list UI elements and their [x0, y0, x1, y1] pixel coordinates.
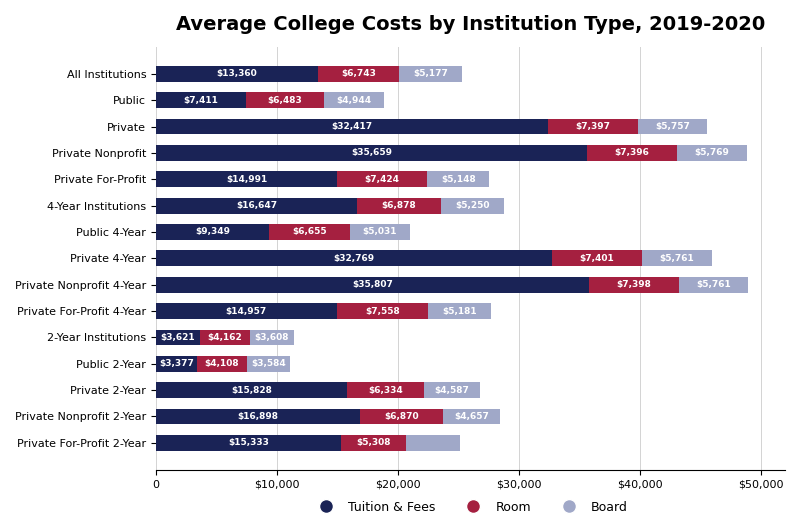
- Text: $5,181: $5,181: [442, 306, 477, 315]
- Text: $7,397: $7,397: [575, 122, 610, 131]
- Text: $13,360: $13,360: [217, 69, 257, 78]
- Text: $32,417: $32,417: [331, 122, 373, 131]
- Text: $5,761: $5,761: [659, 254, 694, 263]
- Bar: [677, 145, 746, 161]
- Bar: [443, 409, 500, 425]
- Bar: [156, 92, 246, 108]
- Text: $7,401: $7,401: [580, 254, 614, 263]
- Text: $7,424: $7,424: [365, 174, 400, 184]
- Text: $15,333: $15,333: [228, 438, 269, 447]
- Text: $3,377: $3,377: [159, 359, 194, 368]
- Bar: [156, 171, 338, 187]
- Text: $6,870: $6,870: [385, 412, 419, 421]
- Text: $5,250: $5,250: [455, 201, 490, 210]
- Bar: [246, 92, 324, 108]
- Text: $6,483: $6,483: [267, 96, 302, 105]
- Bar: [342, 435, 406, 451]
- Bar: [156, 198, 358, 213]
- Bar: [338, 171, 427, 187]
- Text: $4,657: $4,657: [454, 412, 489, 421]
- Bar: [197, 356, 246, 372]
- Text: $5,177: $5,177: [413, 69, 448, 78]
- Bar: [200, 329, 250, 345]
- Bar: [156, 145, 587, 161]
- Text: $5,031: $5,031: [362, 228, 398, 236]
- Bar: [250, 329, 294, 345]
- Text: $7,396: $7,396: [614, 148, 650, 157]
- Bar: [156, 329, 200, 345]
- Text: $4,587: $4,587: [434, 386, 470, 395]
- Bar: [406, 435, 460, 451]
- Bar: [347, 382, 424, 398]
- Text: $14,991: $14,991: [226, 174, 267, 184]
- Text: $3,621: $3,621: [161, 333, 195, 342]
- Text: $4,108: $4,108: [204, 359, 239, 368]
- Text: $3,608: $3,608: [254, 333, 289, 342]
- Text: $15,828: $15,828: [231, 386, 272, 395]
- Bar: [552, 251, 642, 266]
- Bar: [358, 198, 441, 213]
- Text: $7,398: $7,398: [617, 280, 651, 289]
- Bar: [424, 382, 479, 398]
- Text: $5,148: $5,148: [441, 174, 476, 184]
- Bar: [587, 145, 677, 161]
- Bar: [324, 92, 384, 108]
- Bar: [678, 277, 748, 293]
- Text: $35,659: $35,659: [351, 148, 392, 157]
- Text: $6,743: $6,743: [341, 69, 376, 78]
- Text: $32,769: $32,769: [334, 254, 374, 263]
- Bar: [441, 198, 504, 213]
- Bar: [156, 409, 360, 425]
- Bar: [156, 119, 548, 135]
- Legend: Tuition & Fees, Room, Board: Tuition & Fees, Room, Board: [308, 496, 633, 519]
- Bar: [156, 277, 589, 293]
- Text: $6,878: $6,878: [382, 201, 416, 210]
- Bar: [428, 303, 491, 319]
- Text: $4,162: $4,162: [207, 333, 242, 342]
- Bar: [638, 119, 707, 135]
- Bar: [642, 251, 711, 266]
- Bar: [399, 66, 462, 82]
- Bar: [337, 303, 428, 319]
- Bar: [589, 277, 678, 293]
- Text: $5,308: $5,308: [356, 438, 391, 447]
- Text: $5,761: $5,761: [696, 280, 731, 289]
- Text: $6,655: $6,655: [292, 228, 326, 236]
- Bar: [246, 356, 290, 372]
- Bar: [156, 356, 197, 372]
- Text: $16,898: $16,898: [238, 412, 278, 421]
- Bar: [156, 224, 269, 240]
- Text: $9,349: $9,349: [195, 228, 230, 236]
- Bar: [156, 251, 552, 266]
- Bar: [156, 303, 337, 319]
- Bar: [156, 435, 342, 451]
- Text: $14,957: $14,957: [226, 306, 267, 315]
- Text: $4,944: $4,944: [336, 96, 371, 105]
- Text: $7,558: $7,558: [366, 306, 400, 315]
- Text: $5,769: $5,769: [694, 148, 729, 157]
- Bar: [318, 66, 399, 82]
- Bar: [156, 66, 318, 82]
- Title: Average College Costs by Institution Type, 2019-2020: Average College Costs by Institution Typ…: [176, 15, 765, 34]
- Bar: [548, 119, 638, 135]
- Bar: [350, 224, 410, 240]
- Bar: [360, 409, 443, 425]
- Text: $7,411: $7,411: [183, 96, 218, 105]
- Bar: [156, 382, 347, 398]
- Text: $16,647: $16,647: [236, 201, 278, 210]
- Text: $6,334: $6,334: [368, 386, 403, 395]
- Bar: [269, 224, 350, 240]
- Text: $35,807: $35,807: [352, 280, 393, 289]
- Bar: [427, 171, 490, 187]
- Text: $3,584: $3,584: [251, 359, 286, 368]
- Text: $5,757: $5,757: [655, 122, 690, 131]
